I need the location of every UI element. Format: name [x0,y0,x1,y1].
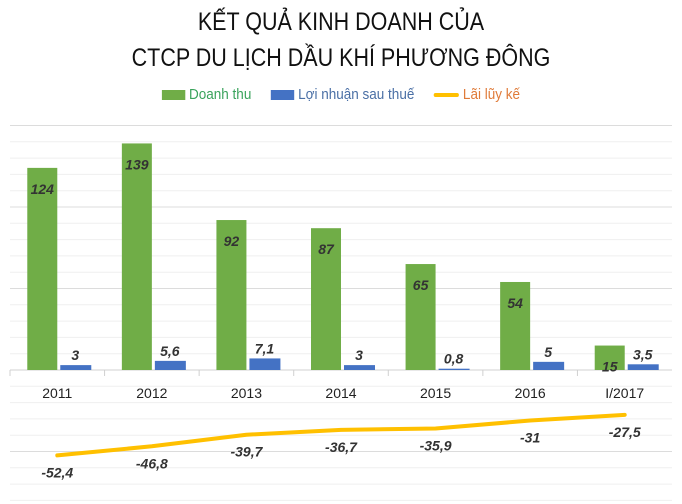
data-label-revenue: 65 [413,277,429,293]
bar-revenue [216,220,247,370]
bar-profit [438,368,470,370]
legend: Doanh thu Lợi nhuận sau thuế Lãi lũy kế [34,86,648,103]
bar-revenue [500,281,531,370]
legend-label: Doanh thu [189,86,252,103]
data-label-profit: 3,5 [633,346,653,362]
bar-profit [249,358,281,370]
data-label-profit: 7,1 [255,340,275,356]
bar-profit [533,361,565,370]
bar-revenue [27,167,58,370]
data-label-profit: 5 [544,344,552,360]
data-label-profit: 5,6 [160,343,180,359]
data-label-profit: 3 [71,347,79,363]
data-label-accumulated: -46,8 [136,455,168,471]
data-label-accumulated: -35,9 [420,438,452,454]
legend-label: Lãi lũy kế [462,86,520,103]
data-label-accumulated: -52,4 [41,464,73,480]
chart-title: KẾT QUẢ KINH DOANH CỦA [197,8,485,36]
data-label-revenue: 92 [224,233,240,249]
legend-item-revenue: Doanh thu [162,86,251,103]
bar-revenue [311,228,341,370]
data-label-accumulated: -39,7 [230,444,263,460]
legend-item-accumulated: Lãi lũy kế [434,86,520,103]
bar-profit [627,364,659,370]
x-tick-label: I/2017 [605,385,644,401]
legend-swatch [162,89,186,100]
data-label-accumulated: -31 [520,430,540,446]
chart-subtitle: CTCP DU LỊCH DẦU KHÍ PHƯƠNG ĐÔNG [131,44,551,72]
data-label-profit: 0,8 [444,351,464,367]
bar-profit [344,365,375,370]
bar-profit [154,360,186,370]
x-tick-label: 2015 [420,385,451,401]
data-label-revenue: 15 [602,359,618,375]
x-tick-label: 2012 [136,385,167,401]
data-label-revenue: 87 [318,241,335,257]
legend-label: Lợi nhuận sau thuế [298,86,415,103]
legend-swatch [271,89,295,100]
x-tick-label: 2016 [515,385,546,401]
data-label-profit: 3 [355,347,363,363]
data-label-accumulated: -27,5 [609,424,641,440]
x-tick-label: 2013 [231,385,262,401]
bar-revenue [121,143,152,370]
bar-revenue [405,264,436,370]
legend-swatch [434,92,460,97]
x-tick-label: 2014 [325,385,356,401]
data-label-accumulated: -36,7 [325,439,358,455]
legend-item-profit: Lợi nhuận sau thuế [271,86,414,103]
data-label-revenue: 54 [507,295,523,311]
bar-revenue [594,345,625,370]
bar-profit [60,365,92,370]
data-label-revenue: 124 [31,181,55,197]
x-tick-label: 2011 [42,385,72,401]
data-label-revenue: 139 [125,156,149,172]
